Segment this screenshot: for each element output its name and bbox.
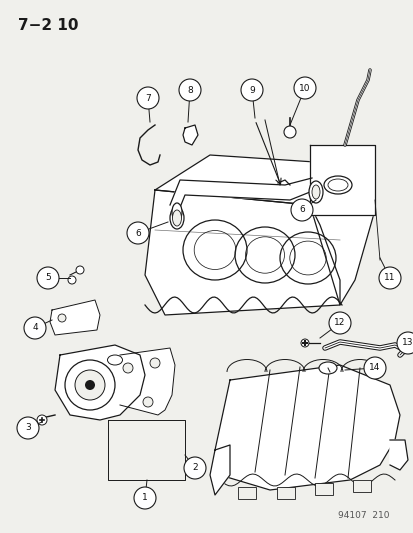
Circle shape	[76, 266, 84, 274]
Circle shape	[293, 77, 315, 99]
Circle shape	[134, 487, 156, 509]
Bar	[352, 480, 370, 492]
Circle shape	[142, 397, 153, 407]
Circle shape	[68, 276, 76, 284]
Circle shape	[183, 457, 206, 479]
Text: 8: 8	[187, 85, 192, 94]
Circle shape	[24, 317, 46, 339]
Polygon shape	[389, 440, 407, 470]
Ellipse shape	[107, 355, 122, 365]
Text: 7−2 10: 7−2 10	[18, 18, 78, 33]
Polygon shape	[183, 125, 197, 145]
Text: 3: 3	[25, 424, 31, 432]
Circle shape	[300, 339, 308, 347]
Ellipse shape	[172, 210, 181, 226]
Circle shape	[65, 360, 115, 410]
Circle shape	[363, 357, 385, 379]
Ellipse shape	[318, 362, 336, 374]
Ellipse shape	[311, 185, 319, 199]
Text: 6: 6	[299, 206, 304, 214]
Text: 1: 1	[142, 494, 147, 503]
Circle shape	[37, 415, 47, 425]
Polygon shape	[145, 190, 339, 315]
Text: 5: 5	[45, 273, 51, 282]
Ellipse shape	[308, 181, 322, 203]
Polygon shape	[214, 365, 399, 490]
Text: 2: 2	[192, 464, 197, 472]
Ellipse shape	[323, 176, 351, 194]
Circle shape	[328, 312, 350, 334]
Polygon shape	[55, 345, 145, 420]
Polygon shape	[309, 165, 374, 305]
Circle shape	[137, 87, 159, 109]
Text: 4: 4	[32, 324, 38, 333]
Circle shape	[178, 79, 201, 101]
Circle shape	[127, 222, 149, 244]
Text: 7: 7	[145, 93, 150, 102]
Polygon shape	[154, 155, 359, 205]
Polygon shape	[120, 348, 175, 415]
Text: 6: 6	[135, 229, 140, 238]
Ellipse shape	[170, 207, 183, 229]
Circle shape	[240, 79, 262, 101]
Circle shape	[378, 267, 400, 289]
Circle shape	[17, 417, 39, 439]
Circle shape	[123, 363, 133, 373]
Circle shape	[58, 314, 66, 322]
Text: 10: 10	[299, 84, 310, 93]
Bar	[237, 487, 255, 499]
Text: 12: 12	[334, 319, 345, 327]
Circle shape	[85, 380, 95, 390]
Bar	[314, 483, 332, 495]
Circle shape	[150, 358, 159, 368]
Polygon shape	[209, 445, 230, 495]
Text: 9: 9	[249, 85, 254, 94]
Circle shape	[37, 267, 59, 289]
Text: 94107  210: 94107 210	[338, 511, 389, 520]
Polygon shape	[50, 300, 100, 335]
Circle shape	[290, 199, 312, 221]
Text: 14: 14	[368, 364, 380, 373]
Ellipse shape	[171, 203, 182, 221]
Polygon shape	[170, 178, 314, 220]
Text: 13: 13	[401, 338, 413, 348]
Circle shape	[396, 332, 413, 354]
Circle shape	[75, 370, 105, 400]
Text: 11: 11	[383, 273, 395, 282]
Polygon shape	[309, 145, 374, 215]
Bar	[276, 487, 294, 499]
Circle shape	[283, 126, 295, 138]
